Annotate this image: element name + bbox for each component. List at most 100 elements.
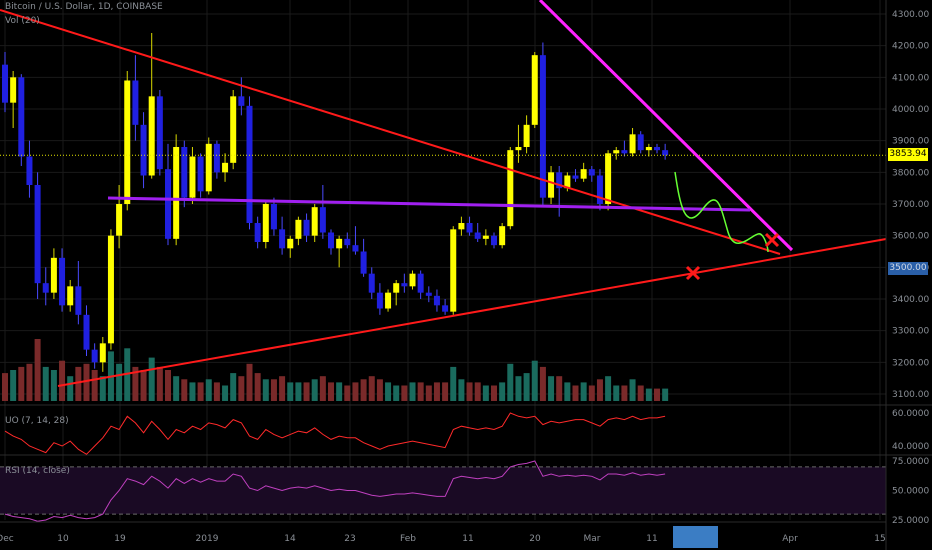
candle-body <box>319 207 326 233</box>
uo-legend[interactable]: UO (7, 14, 28) <box>5 416 69 426</box>
volume-bar <box>401 385 408 401</box>
candle-body <box>165 169 171 239</box>
candle-body <box>466 223 473 233</box>
grid-lines <box>0 0 932 520</box>
symbol-title[interactable]: Bitcoin / U.S. Dollar, 1D, COINBASE <box>5 2 163 12</box>
time-range-highlight[interactable] <box>673 526 718 548</box>
volume-bar <box>621 385 628 401</box>
rsi-tick-label: 50.0000 <box>892 487 929 497</box>
candle-body <box>262 204 269 242</box>
volume-bar <box>564 382 571 401</box>
volume-bar <box>637 385 644 401</box>
rsi-legend[interactable]: RSI (14, close) <box>5 466 70 476</box>
volume-bar <box>466 382 473 401</box>
rsi-tick-label: 25.0000 <box>892 516 929 526</box>
time-tick-label: 20 <box>529 534 541 544</box>
time-tick-label: 11 <box>462 534 473 544</box>
time-tick-label: Apr <box>782 534 798 544</box>
price-tick-label: 4100.00 <box>892 73 929 83</box>
candle-body <box>474 232 481 239</box>
volume-bar <box>360 379 367 401</box>
candle-body <box>279 229 286 249</box>
time-tick-label: 11 <box>646 534 657 544</box>
candle-body <box>197 156 204 192</box>
volume-bar <box>10 370 17 401</box>
price-tick-label: 3700.00 <box>892 200 929 210</box>
candle-body <box>75 286 82 315</box>
volume-bar <box>515 376 522 401</box>
volume-bar <box>205 379 212 401</box>
trend-drawings <box>0 0 887 387</box>
volume-bar <box>295 382 302 401</box>
volume-bars <box>2 339 669 401</box>
price-tick-label: 3400.00 <box>892 295 929 305</box>
volume-legend[interactable]: Vol (20) <box>5 16 40 26</box>
indicator-panes <box>0 412 886 522</box>
candle-body <box>531 55 538 125</box>
price-marker-tag: 3500.00 <box>888 262 928 275</box>
candle-body <box>654 147 660 151</box>
candle-body <box>124 80 131 204</box>
volume-bar <box>572 385 579 401</box>
candle-body <box>311 207 318 236</box>
volume-bar <box>352 382 359 401</box>
volume-bar <box>450 366 457 401</box>
volume-bar <box>539 366 546 401</box>
candle-body <box>230 96 237 163</box>
candle-body <box>148 96 155 176</box>
volume-bar <box>458 379 465 401</box>
volume-bar <box>499 382 506 401</box>
candle-body <box>572 175 579 179</box>
volume-bar <box>116 363 123 401</box>
volume-bar <box>328 382 334 401</box>
volume-bar <box>376 379 383 401</box>
volume-bar <box>26 363 33 401</box>
candle-body <box>238 96 245 106</box>
time-tick-label: Dec <box>0 534 14 544</box>
time-tick-label: 10 <box>57 534 69 544</box>
volume-bar <box>42 366 49 401</box>
volume-bar <box>409 382 416 401</box>
volume-bar <box>18 366 25 401</box>
candle-body <box>222 162 229 173</box>
candle-body <box>393 283 400 293</box>
candle-body <box>189 156 196 198</box>
candle-body <box>181 147 188 198</box>
volume-bar <box>67 376 74 401</box>
volume-bar <box>580 382 587 401</box>
candle-body <box>173 147 180 239</box>
candle-body <box>539 55 546 198</box>
candle-body <box>328 232 334 249</box>
rsi-band <box>0 466 886 515</box>
candle-body <box>605 153 612 204</box>
candle-body <box>213 143 220 173</box>
candle-body <box>637 134 644 151</box>
candle-body <box>83 314 90 350</box>
candle-body <box>360 251 367 274</box>
candle-body <box>442 305 449 312</box>
volume-bar <box>319 376 326 401</box>
candle-body <box>491 235 497 246</box>
candle-body <box>254 223 261 242</box>
candle-body <box>352 245 359 252</box>
candle-body <box>67 286 74 306</box>
time-tick-label: Mar <box>584 534 601 544</box>
volume-bar <box>596 379 603 401</box>
candle-body <box>425 292 432 296</box>
candle-body <box>564 175 571 189</box>
volume-bar <box>417 382 424 401</box>
price-tick-label: 3200.00 <box>892 358 929 368</box>
uo-line <box>4 412 666 455</box>
volume-bar <box>156 366 163 401</box>
candle-body <box>26 156 33 185</box>
price-tick-label: 4300.00 <box>892 10 929 20</box>
candle-body <box>59 257 66 306</box>
volume-bar <box>230 373 237 401</box>
candle-body <box>482 235 489 239</box>
candle-body <box>287 238 294 249</box>
volume-bar <box>99 376 106 401</box>
price-tick-label: 3300.00 <box>892 327 929 337</box>
candle-body <box>140 124 147 176</box>
candle-body <box>107 235 114 344</box>
